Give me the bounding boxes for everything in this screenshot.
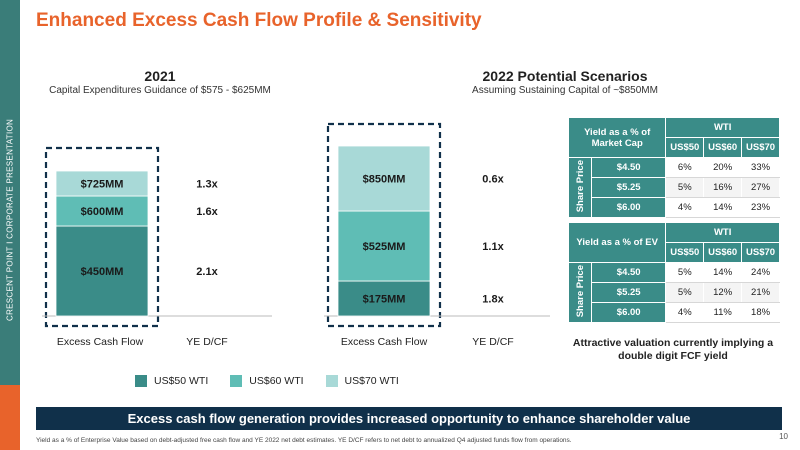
left-orange-accent [0,385,20,450]
value-cell: 33% [741,157,780,178]
dashed-highlight-box [44,146,160,328]
share-price-side-label: Share Price [568,262,592,323]
table-header-label: Yield as a % of EV [567,222,667,263]
value-cell: 21% [741,282,780,303]
bar-segment-1 [55,225,149,317]
legend-swatch-us60 [230,375,243,387]
attractive-valuation-text: Attractive valuation currently implying … [572,337,774,362]
legend-label-us70: US$70 WTI [344,375,399,387]
legend-label-us50: US$50 WTI [154,375,209,387]
price-cell: $4.50 [590,157,667,178]
dcf-value-label: 1.3x [196,179,218,191]
value-cell: 12% [703,282,743,303]
share-price-side-label: Share Price [568,157,592,218]
value-cell: 27% [741,177,780,198]
price-cell: $5.25 [590,282,667,303]
bar-value-label: $600MM [81,206,124,218]
value-cell: 11% [703,302,743,323]
right-section-title: 2022 Potential Scenarios [482,68,648,84]
category-label: Excess Cash Flow [341,336,428,348]
value-cell: 5% [665,177,705,198]
bar-segment-3 [55,170,149,197]
legend-item-us70: US$70 WTI [325,375,399,387]
price-cell: $6.00 [590,197,667,218]
value-cell: 18% [741,302,780,323]
value-cell: 24% [741,262,780,283]
table-row: $6.00 4% 11% 18% [569,302,780,323]
table-header-label: Yield as a % of Market Cap [567,117,667,158]
legend-swatch-us50 [135,375,147,387]
value-cell: 4% [665,302,705,323]
category-label: Excess Cash Flow [57,336,144,348]
bar-segment-1 [337,280,431,317]
left-section-subtitle: Capital Expenditures Guidance of $575 - … [49,85,271,96]
dcf-value-label: 1.1x [482,241,504,253]
wti-header: WTI [665,222,780,243]
column-header: US$60 [703,242,743,263]
bar-segment-2 [337,210,431,282]
yield-ev-table: Yield as a % of EV WTI US$50 US$60 US$70… [567,222,780,323]
table-row: Share Price $4.50 5% 14% 24% [568,262,780,323]
value-cell: 23% [741,197,780,218]
page-number: 10 [779,432,788,441]
bar-value-label: $525MM [363,241,406,253]
left-section-title: 2021 [144,68,176,84]
wti-header: WTI [665,117,780,138]
bar-segment-3 [337,145,431,212]
value-cell: 5% [665,282,705,303]
page-title: Enhanced Excess Cash Flow Profile & Sens… [36,10,482,31]
footnote: Yield as a % of Enterprise Value based o… [36,437,572,444]
legend-swatch-us70 [325,375,338,387]
dcf-value-label: 0.6x [482,174,504,186]
right-section-subtitle: Assuming Sustaining Capital of ~$850MM [472,85,658,96]
table-row: $6.00 4% 14% 23% [569,197,780,218]
value-cell: 6% [665,157,705,178]
value-cell: 4% [665,197,705,218]
legend-item-us60: US$60 WTI [230,375,304,387]
chart-legend: US$50 WTI US$60 WTI US$70 WTI [135,375,399,387]
bar-value-label: $450MM [81,266,124,278]
value-cell: 20% [703,157,743,178]
yield-market-cap-table: Yield as a % of Market Cap WTI US$50 US$… [567,117,780,218]
column-header: US$50 [665,137,705,158]
dcf-value-label: 1.8x [482,294,504,306]
dashed-highlight-box [326,122,442,328]
dcf-value-label: 1.6x [196,206,218,218]
legend-label-us60: US$60 WTI [249,375,304,387]
column-header: US$60 [703,137,743,158]
column-header: US$70 [741,242,780,263]
category-label: YE D/CF [186,336,227,348]
table-row: Share Price $4.50 6% 20% 33% [568,157,780,218]
price-cell: $5.25 [590,177,667,198]
price-cell: $6.00 [590,302,667,323]
left-accent-bar [0,0,20,450]
bar-value-label: $850MM [363,174,406,186]
category-label: YE D/CF [472,336,513,348]
table-row: $5.25 5% 16% 27% [569,177,780,198]
price-cell: $4.50 [590,262,667,283]
value-cell: 14% [703,197,743,218]
bottom-banner: Excess cash flow generation provides inc… [36,407,782,430]
column-header: US$50 [665,242,705,263]
value-cell: 14% [703,262,743,283]
column-header: US$70 [741,137,780,158]
legend-item-us50: US$50 WTI [135,375,208,387]
bar-value-label: $725MM [81,179,124,191]
dcf-value-label: 2.1x [196,266,218,278]
value-cell: 16% [703,177,743,198]
table-row: $5.25 5% 12% 21% [569,282,780,303]
value-cell: 5% [665,262,705,283]
bar-value-label: $175MM [363,294,406,306]
